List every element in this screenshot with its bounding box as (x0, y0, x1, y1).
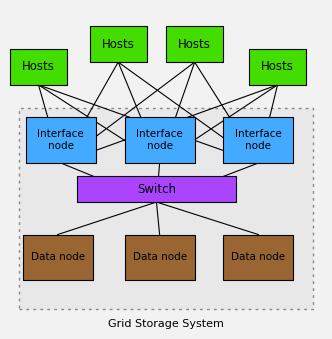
Bar (10, 49, 67, 85)
Text: Hosts: Hosts (22, 60, 55, 74)
Text: Interface
node: Interface node (235, 129, 282, 151)
Text: Grid Storage System: Grid Storage System (108, 319, 224, 329)
Text: Data node: Data node (31, 252, 85, 262)
Bar (249, 49, 306, 85)
Text: Hosts: Hosts (261, 60, 294, 74)
Bar (223, 117, 293, 163)
Bar (77, 176, 236, 202)
Text: Hosts: Hosts (102, 38, 135, 51)
Text: Switch: Switch (137, 182, 176, 196)
Bar (166, 26, 223, 62)
Bar (23, 235, 93, 280)
Bar (124, 117, 195, 163)
Text: Data node: Data node (132, 252, 187, 262)
Bar (223, 235, 293, 280)
Text: Hosts: Hosts (178, 38, 211, 51)
Bar (90, 26, 147, 62)
Text: Interface
node: Interface node (136, 129, 183, 151)
Bar (19, 108, 313, 310)
Bar (124, 235, 195, 280)
Bar (26, 117, 96, 163)
Text: Data node: Data node (231, 252, 286, 262)
Text: Interface
node: Interface node (38, 129, 84, 151)
